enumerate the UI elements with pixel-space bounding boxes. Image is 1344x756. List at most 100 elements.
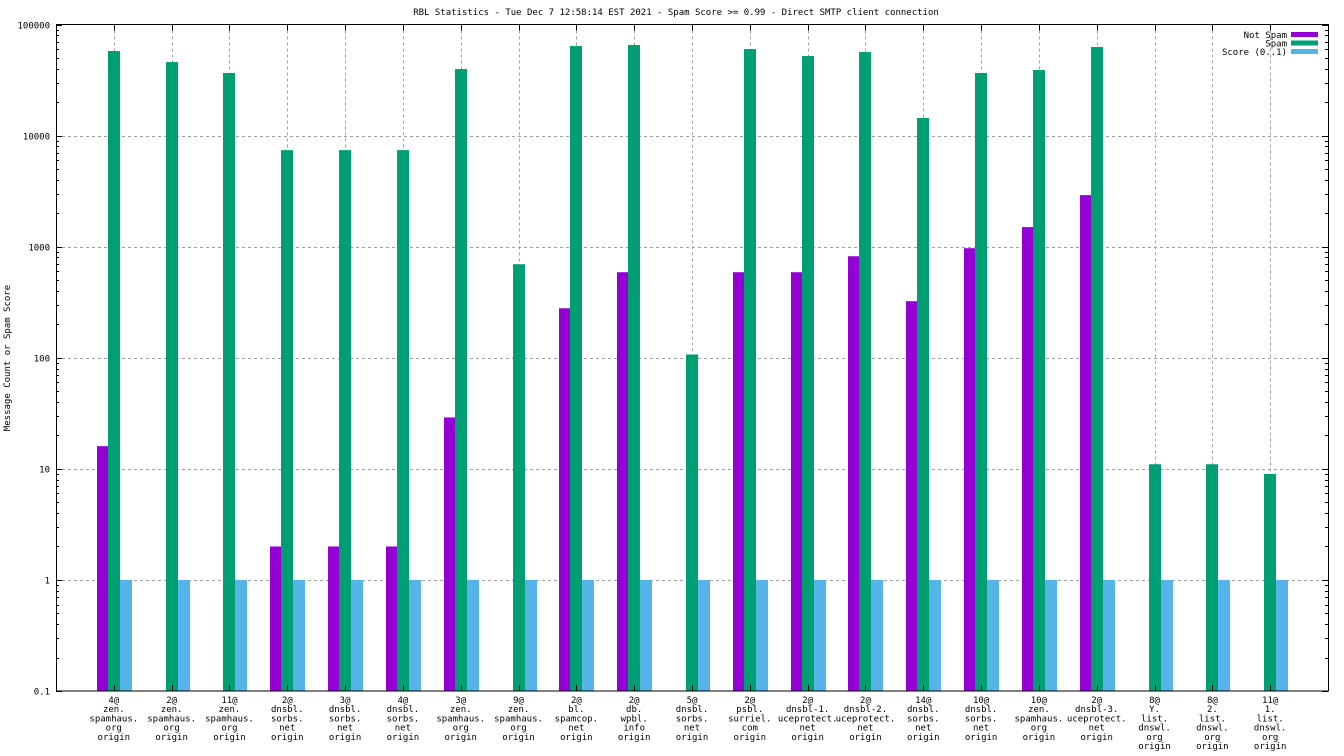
x-tick-label-line: zen. xyxy=(508,705,530,715)
bar-spam xyxy=(628,44,640,692)
chart-title: RBL Statistics - Tue Dec 7 12:58:14 EST … xyxy=(413,8,939,18)
x-tick-label-line: spamhaus. xyxy=(147,714,196,724)
x-tick-label-line: origin xyxy=(329,733,362,743)
x-tick-label-line: org xyxy=(1031,724,1047,734)
bar-spam xyxy=(859,52,871,692)
bar-not-spam xyxy=(270,546,281,691)
x-tick-label: 14@ dnsbl. sorbs. net origin xyxy=(907,696,940,743)
y-tick-label: 1 xyxy=(45,577,50,587)
x-tick-label-line: org xyxy=(221,724,237,734)
x-tick-label-line: 2@ xyxy=(1091,696,1102,706)
bar-score-0-1 xyxy=(1161,579,1173,691)
x-tick-label-line: origin xyxy=(98,733,131,743)
y-tick-labels: 0.1 1 10 100 1000 10000 100000 xyxy=(17,22,50,698)
bar-spam xyxy=(1091,47,1103,691)
bar-not-spam xyxy=(964,248,975,692)
x-tick-label-line: sorbs. xyxy=(907,714,940,724)
bar-not-spam xyxy=(444,417,455,691)
bar-not-spam xyxy=(617,272,628,691)
bar-spam xyxy=(281,150,293,692)
x-tick-label-line: origin xyxy=(734,733,767,743)
x-tick-label-line: origin xyxy=(676,733,709,743)
x-tick-label-line: net xyxy=(857,724,873,734)
legend-label: Spam xyxy=(1265,40,1287,50)
x-tick-label: 2@ dnsbl-3. uceprotect. net origin xyxy=(1067,696,1127,743)
bar-not-spam xyxy=(328,546,339,691)
x-tick-label-line: origin xyxy=(387,733,420,743)
x-tick-label: 2@ db. wpbl. info origin xyxy=(618,696,651,743)
x-tick-label-line: org xyxy=(510,724,526,734)
x-tick-label: 3@ dnsbl. sorbs. net origin xyxy=(329,696,362,743)
bar-spam xyxy=(802,56,814,691)
x-tick-label-line: zen. xyxy=(103,705,125,715)
x-tick-label-line: org xyxy=(453,724,469,734)
x-tick-label-line: net xyxy=(337,724,353,734)
x-tick-label-line: dnswl. xyxy=(1138,724,1171,734)
bar-spam xyxy=(339,150,351,692)
x-tick-label-line: dnswl. xyxy=(1254,724,1287,734)
y-tick-label: 0.1 xyxy=(34,688,50,698)
x-tick-label-line: dnsbl-2. xyxy=(844,705,887,715)
bar-score-0-1 xyxy=(120,579,132,691)
y-tick-label: 100000 xyxy=(17,22,50,32)
x-tick-label-line: 8@ xyxy=(1149,696,1160,706)
bar-not-spam xyxy=(1080,195,1091,692)
x-tick-label-line: 11@ xyxy=(1262,696,1279,706)
x-tick-label-line: 3@ xyxy=(455,696,466,706)
x-tick-label-line: 10@ xyxy=(1031,696,1048,706)
x-tick-label-line: origin xyxy=(791,733,824,743)
x-tick-label: 2@ zen. spamhaus. org origin xyxy=(147,696,196,743)
x-tick-label-line: 1. xyxy=(1265,705,1276,715)
x-tick-label-line: dnsbl. xyxy=(676,705,709,715)
x-tick-label-line: net xyxy=(279,724,295,734)
x-tick-label-line: zen. xyxy=(450,705,472,715)
x-tick-label: 11@ zen. spamhaus. org origin xyxy=(205,696,254,743)
x-tick-label-line: 11@ xyxy=(221,696,238,706)
x-tick-label-line: sorbs. xyxy=(965,714,998,724)
x-tick-label: 10@ zen. spamhaus. org origin xyxy=(1015,696,1064,743)
x-tick-label-line: org xyxy=(106,724,122,734)
x-tick-label: 9@ zen. spamhaus. org origin xyxy=(494,696,543,743)
x-tick-label-line: origin xyxy=(1254,742,1287,752)
bar-score-0-1 xyxy=(525,579,537,691)
bar-not-spam xyxy=(906,301,917,691)
x-tick-label-line: 2@ xyxy=(166,696,177,706)
x-tick-label: 8@ Y. list. dnswl. org origin xyxy=(1138,696,1171,752)
x-tick-label-line: net xyxy=(915,724,931,734)
bar-spam xyxy=(1206,464,1218,691)
x-tick-label-line: Y. xyxy=(1149,705,1160,715)
bar-spam xyxy=(1264,473,1276,691)
legend-label: Score (0..1) xyxy=(1222,48,1287,58)
x-tick-label-line: 4@ xyxy=(108,696,119,706)
x-tick-label-line: origin xyxy=(1196,742,1229,752)
x-tick-label-line: sorbs. xyxy=(676,714,709,724)
bar-spam xyxy=(1033,70,1045,692)
x-tick-label-line: origin xyxy=(618,733,651,743)
x-tick-label-line: 4@ xyxy=(397,696,408,706)
bar-spam xyxy=(166,62,178,692)
bar-score-0-1 xyxy=(1045,579,1057,691)
x-tick-label-line: net xyxy=(684,724,700,734)
x-tick-label-line: net xyxy=(395,724,411,734)
x-tick-label-line: surriel. xyxy=(728,714,771,724)
y-tick-label: 1000 xyxy=(28,244,50,254)
bar-score-0-1 xyxy=(582,579,594,691)
x-tick-label-line: uceprotect. xyxy=(778,714,838,724)
x-tick-label-line: net xyxy=(1089,724,1105,734)
bar-score-0-1 xyxy=(178,579,190,691)
bar-score-0-1 xyxy=(929,579,941,691)
x-tick-label-line: dnsbl. xyxy=(271,705,304,715)
bar-spam xyxy=(917,117,929,692)
y-axis-label: Message Count or Spam Score xyxy=(3,285,13,431)
bar-spam xyxy=(108,51,120,691)
x-tick-label-line: spamhaus. xyxy=(494,714,543,724)
x-tick-label-line: spamhaus. xyxy=(205,714,254,724)
x-tick-label-line: spamhaus. xyxy=(89,714,138,724)
x-tick-label: 4@ zen. spamhaus. org origin xyxy=(89,696,138,743)
x-tick-label-line: net xyxy=(800,724,816,734)
legend-swatch xyxy=(1291,49,1318,54)
x-tick-label-line: dnsbl. xyxy=(907,705,940,715)
